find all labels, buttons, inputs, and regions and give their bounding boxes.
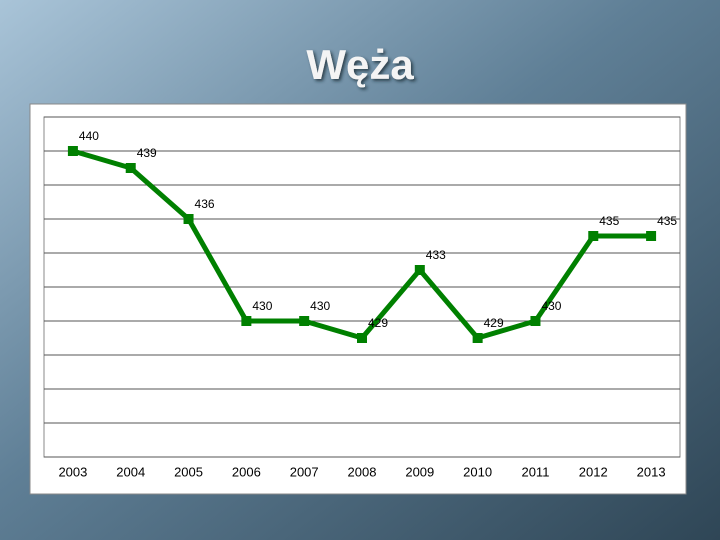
data-point [646, 231, 657, 241]
x-tick-label: 2004 [116, 464, 145, 479]
data-label: 433 [426, 248, 446, 262]
data-label: 430 [310, 299, 330, 313]
x-tick-label: 2009 [405, 464, 434, 479]
data-point [530, 316, 541, 326]
data-label: 429 [484, 316, 504, 330]
x-tick-label: 2013 [637, 464, 666, 479]
x-tick-label: 2012 [579, 464, 608, 479]
data-point [183, 214, 194, 224]
data-point [125, 163, 136, 173]
data-label: 429 [368, 316, 388, 330]
data-point [241, 316, 252, 326]
chart-marks: 2003 2004 2005 2006 2007 2008 2009 2010 2011 2012… [44, 116, 680, 479]
data-point [588, 231, 599, 241]
data-point [67, 146, 78, 156]
data-point [414, 265, 425, 275]
x-tick-label: 2008 [348, 464, 377, 479]
data-label: 439 [137, 146, 157, 160]
x-tick-label: 2010 [463, 464, 492, 479]
data-label: 430 [541, 299, 561, 313]
data-label: 436 [195, 197, 215, 211]
x-tick-label: 2005 [174, 464, 203, 479]
data-label: 435 [599, 214, 619, 228]
data-label: 440 [79, 129, 99, 143]
data-point [357, 333, 367, 343]
data-point [299, 316, 310, 326]
x-tick-label: 2011 [521, 464, 549, 479]
chart-title: Węża [306, 41, 414, 88]
x-tick-label: 2003 [58, 464, 87, 479]
x-tick-label: 2007 [290, 464, 319, 479]
x-tick-label: 2006 [232, 464, 261, 479]
data-label: 430 [252, 299, 272, 313]
data-point [472, 333, 483, 343]
data-label: 435 [657, 214, 677, 228]
